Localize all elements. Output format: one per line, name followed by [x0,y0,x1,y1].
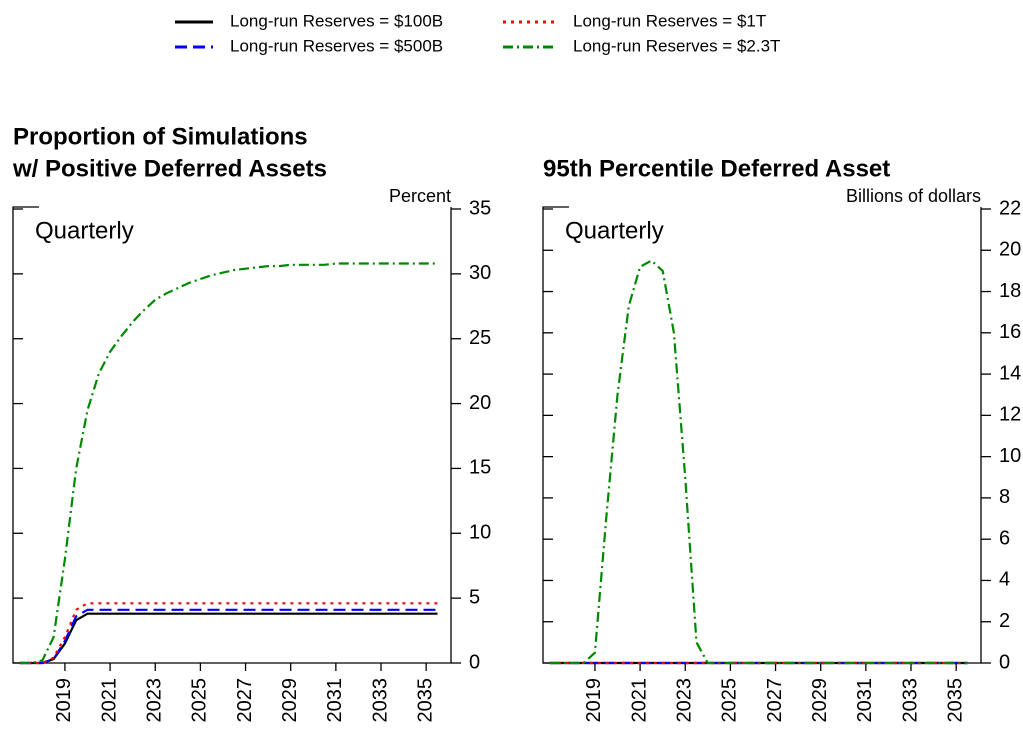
frame [542,206,982,664]
annotation: Quarterly [35,217,134,244]
y-tick-label: 30 [469,262,491,284]
y-axis-label: Billions of dollars [846,186,981,206]
annotation: Quarterly [565,217,664,244]
legend-label: Long-run Reserves = $1T [573,11,766,30]
series-line [19,602,438,665]
x-tick-label: 2023 [674,678,696,723]
y-tick-label: 5 [469,586,480,608]
x-tick-label: 2021 [98,678,120,723]
x-tick-label: 2031 [854,678,876,723]
y-tick-label: 18 [999,280,1021,302]
y-tick-label: 10 [999,445,1021,467]
y-tick-label: 8 [999,486,1010,508]
legend-label: Long-run Reserves = $2.3T [573,36,780,55]
y-tick-label: 0 [999,651,1010,673]
x-tick-label: 2023 [144,678,166,723]
y-tick-label: 15 [469,457,491,479]
y-tick-label: 12 [999,404,1021,426]
y-tick-label: 20 [469,392,491,414]
y-tick-label: 6 [999,527,1010,549]
series-line [19,608,438,665]
y-tick-label: 10 [469,522,491,544]
legend-label: Long-run Reserves = $500B [230,36,443,55]
y-tick-label: 20 [999,239,1021,261]
y-tick-label: 35 [469,197,491,219]
y-tick-label: 0 [469,651,480,673]
x-tick-label: 2031 [324,678,346,723]
series-line [549,259,968,665]
chart-title: w/ Positive Deferred Assets [12,155,327,182]
x-tick-label: 2019 [583,678,605,723]
y-tick-label: 25 [469,327,491,349]
frame [12,206,452,664]
x-tick-label: 2027 [234,678,256,723]
x-tick-label: 2029 [809,678,831,723]
y-tick-label: 22 [999,197,1021,219]
y-axis-label: Percent [389,186,451,206]
x-tick-label: 2027 [764,678,786,723]
x-tick-label: 2021 [628,678,650,723]
legend-label: Long-run Reserves = $100B [230,11,443,30]
y-tick-label: 16 [999,321,1021,343]
x-tick-label: 2025 [189,678,211,723]
x-tick-label: 2029 [279,678,301,723]
x-tick-label: 2033 [899,678,921,723]
x-tick-label: 2033 [369,678,391,723]
series-line [19,612,438,665]
x-tick-label: 2019 [53,678,75,723]
y-tick-label: 2 [999,610,1010,632]
x-tick-label: 2025 [719,678,741,723]
x-tick-label: 2035 [414,678,436,723]
chart-title: Proportion of Simulations [13,123,308,150]
x-tick-label: 2035 [944,678,966,723]
y-tick-label: 4 [999,569,1010,591]
y-tick-label: 14 [999,362,1021,384]
chart-title: 95th Percentile Deferred Asset [543,155,890,182]
series-line [19,262,438,665]
